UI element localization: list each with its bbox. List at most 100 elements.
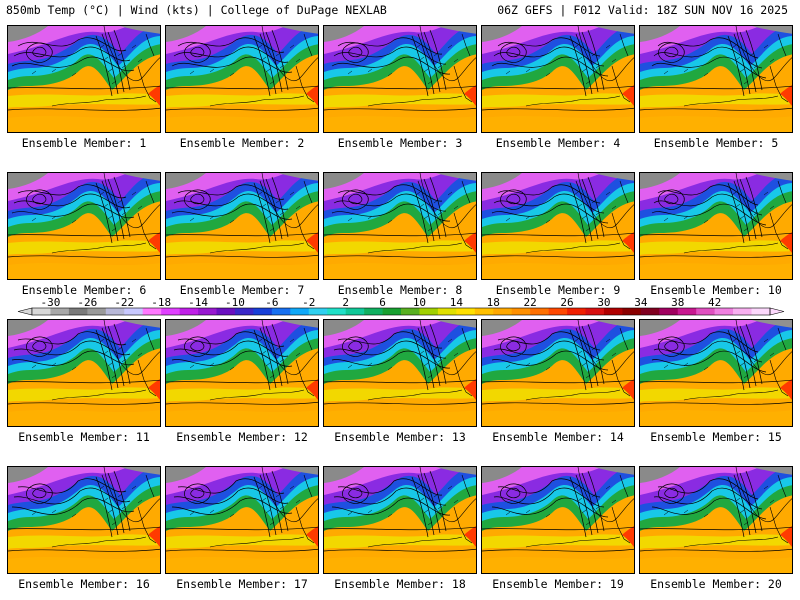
colorbar-swatch <box>290 308 310 315</box>
colorbar-swatch <box>161 308 180 315</box>
ensemble-member-map <box>481 466 635 574</box>
colorbar-swatch <box>105 308 125 315</box>
colorbar-tick-label: 2 <box>342 296 349 309</box>
ensemble-member-label: Ensemble Member: 5 <box>653 136 779 150</box>
ensemble-member-label: Ensemble Member: 14 <box>492 430 624 444</box>
colorbar-tick-labels: -30 -26 -22 -18 -14 -10 -6 -2 2 6 10 14 18 22 26 30 34 38… <box>41 296 722 309</box>
ensemble-member-label: Ensemble Member: 18 <box>334 577 466 591</box>
colorbar-tick-label: 22 <box>524 296 537 309</box>
colorbar-swatch <box>530 308 549 315</box>
colorbar-swatch <box>32 308 51 315</box>
colorbar-swatch <box>345 308 365 315</box>
ensemble-member-map <box>323 25 477 133</box>
colorbar-tick-label: 6 <box>379 296 386 309</box>
colorbar-tick-label: -10 <box>225 296 245 309</box>
ensemble-member-label: Ensemble Member: 1 <box>21 136 147 150</box>
ensemble-member-map <box>7 25 161 133</box>
colorbar-swatch <box>585 308 605 315</box>
colorbar-swatch <box>751 308 771 315</box>
ensemble-member-label: Ensemble Member: 19 <box>492 577 624 591</box>
colorbar-swatch <box>474 308 494 315</box>
ensemble-member-map <box>481 172 635 280</box>
colorbar-outline <box>31 307 771 316</box>
ensemble-member-label: Ensemble Member: 9 <box>495 283 621 297</box>
ensemble-member-map <box>165 319 319 427</box>
colorbar-tick-label: -30 <box>41 296 61 309</box>
colorbar-tick-label: 30 <box>597 296 610 309</box>
ensemble-member-map <box>165 172 319 280</box>
colorbar-swatch <box>622 308 642 315</box>
ensemble-member-label: Ensemble Member: 16 <box>18 577 150 591</box>
ensemble-member-map <box>323 466 477 574</box>
colorbar-tick-label: -6 <box>265 296 278 309</box>
ensemble-member-label: Ensemble Member: 11 <box>18 430 150 444</box>
colorbar-max-arrow <box>769 307 785 316</box>
ensemble-member-label: Ensemble Member: 2 <box>179 136 305 150</box>
colorbar-tick-label: -2 <box>302 296 315 309</box>
colorbar-swatch <box>179 308 199 315</box>
colorbar-swatch <box>493 308 512 315</box>
colorbar-swatch <box>308 308 328 315</box>
colorbar-swatch <box>382 308 402 315</box>
ensemble-member-map <box>639 466 793 574</box>
colorbar-swatch <box>142 308 162 315</box>
colorbar-swatch <box>327 308 346 315</box>
colorbar-swatch <box>677 308 697 315</box>
valid-time-label: 06Z GEFS | F012 Valid: 18Z SUN NOV 16 20… <box>497 3 788 17</box>
colorbar-tick-label: -26 <box>77 296 97 309</box>
ensemble-member-map <box>639 319 793 427</box>
colorbar-swatch <box>548 308 568 315</box>
colorbar-swatch <box>401 308 420 315</box>
colorbar-tick-label: 42 <box>708 296 721 309</box>
colorbar-swatch <box>253 308 273 315</box>
colorbar-swatch <box>68 308 88 315</box>
colorbar-tick-label: 34 <box>634 296 648 309</box>
ensemble-member-map <box>7 319 161 427</box>
colorbar-swatch <box>437 308 457 315</box>
ensemble-member-label: Ensemble Member: 3 <box>337 136 463 150</box>
colorbar-swatch <box>87 308 107 315</box>
colorbar-swatch <box>603 308 623 315</box>
colorbar-swatch <box>234 308 254 315</box>
colorbar-swatch <box>733 308 752 315</box>
ensemble-member-map <box>323 319 477 427</box>
ensemble-member-map <box>481 25 635 133</box>
colorbar-swatch <box>714 308 734 315</box>
colorbar-tick-label: 38 <box>671 296 684 309</box>
ensemble-member-label: Ensemble Member: 7 <box>179 283 305 297</box>
ensemble-member-map <box>481 319 635 427</box>
ensemble-member-label: Ensemble Member: 20 <box>650 577 782 591</box>
colorbar-tick-label: 26 <box>560 296 573 309</box>
ensemble-member-map <box>7 172 161 280</box>
colorbar-swatch <box>419 308 439 315</box>
temperature-colorbar: -30 -26 -22 -18 -14 -10 -6 -2 2 6 10 14 18 22 26 30 34 38… <box>17 296 785 316</box>
colorbar-swatch <box>216 308 236 315</box>
colorbar-swatch <box>50 308 70 315</box>
ensemble-member-label: Ensemble Member: 8 <box>337 283 463 297</box>
colorbar-swatch <box>511 308 531 315</box>
ensemble-member-label: Ensemble Member: 6 <box>21 283 147 297</box>
ensemble-member-map <box>639 25 793 133</box>
colorbar-swatch <box>124 308 143 315</box>
colorbar-swatch <box>640 308 660 315</box>
ensemble-member-map <box>165 25 319 133</box>
colorbar-swatch <box>567 308 586 315</box>
ensemble-member-label: Ensemble Member: 13 <box>334 430 466 444</box>
colorbar-tick-label: -18 <box>151 296 171 309</box>
colorbar-swatch <box>271 308 291 315</box>
ensemble-member-label: Ensemble Member: 4 <box>495 136 621 150</box>
colorbar-swatch <box>364 308 383 315</box>
colorbar-tick-label: -14 <box>188 296 208 309</box>
colorbar-tick-label: 18 <box>487 296 500 309</box>
colorbar-tick-label: -22 <box>114 296 134 309</box>
ensemble-member-map <box>323 172 477 280</box>
colorbar-min-arrow <box>17 307 33 316</box>
colorbar-swatch <box>696 308 715 315</box>
ensemble-member-label: Ensemble Member: 12 <box>176 430 308 444</box>
colorbar-swatch <box>659 308 679 315</box>
ensemble-member-map <box>165 466 319 574</box>
ensemble-member-label: Ensemble Member: 15 <box>650 430 782 444</box>
map-title: 850mb Temp (°C) | Wind (kts) | College o… <box>6 3 387 17</box>
colorbar-swatch <box>456 308 476 315</box>
ensemble-member-label: Ensemble Member: 17 <box>176 577 308 591</box>
